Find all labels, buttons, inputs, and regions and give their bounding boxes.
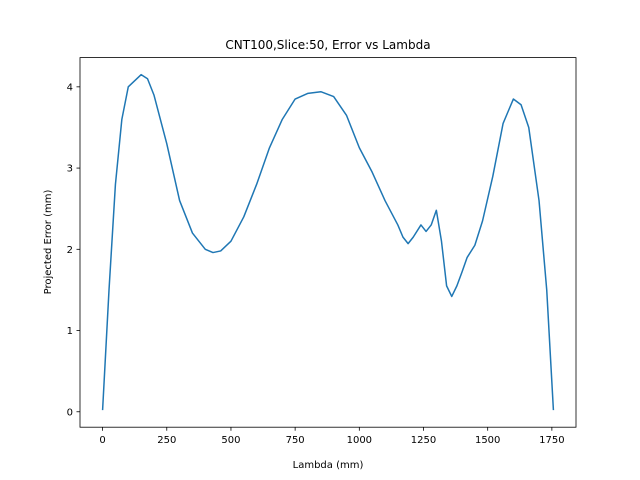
x-axis-label: Lambda (mm) [293, 460, 364, 471]
x-tick-label: 1250 [411, 435, 436, 446]
y-tick-label: 4 [67, 82, 73, 93]
y-tick-label: 3 [67, 164, 73, 175]
x-tick-label: 250 [157, 435, 176, 446]
y-tick-label: 0 [67, 407, 73, 418]
x-tick-label: 1000 [347, 435, 372, 446]
chart-title: CNT100,Slice:50, Error vs Lambda [225, 38, 430, 52]
y-axis-label: Projected Error (mm) [43, 190, 54, 295]
axes-frame [79, 57, 577, 428]
x-tick-label: 0 [99, 435, 105, 446]
x-tick-label: 1500 [475, 435, 500, 446]
x-tick-label: 750 [286, 435, 305, 446]
y-tick-label: 2 [67, 245, 73, 256]
data-line [101, 73, 555, 411]
x-tick-label: 1750 [539, 435, 564, 446]
y-tick-label: 1 [67, 326, 73, 337]
x-tick-label: 500 [221, 435, 240, 446]
